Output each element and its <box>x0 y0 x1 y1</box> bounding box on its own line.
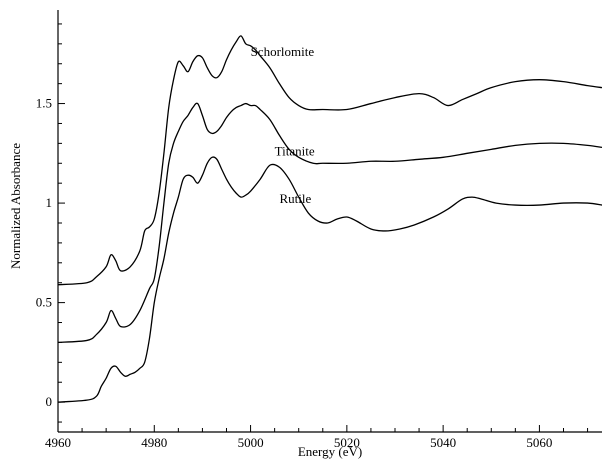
y-axis-title: Normalized Absorbance <box>8 143 23 269</box>
y-axis-ticks: 0 0.5 1 1.5 <box>36 23 65 423</box>
x-axis-title: Energy (eV) <box>298 444 362 459</box>
series-line-rutile <box>57 156 602 403</box>
x-tick-label: 4980 <box>141 435 167 450</box>
series-label-titanite: Titanite <box>275 143 315 158</box>
series-line-titanite <box>57 102 602 344</box>
plot-frame <box>57 10 602 433</box>
x-tick-label: 4960 <box>45 435 71 450</box>
series-labels: Schorlomite Titanite Rutile <box>251 44 315 206</box>
x-tick-label: 5040 <box>430 435 456 450</box>
x-tick-label: 5060 <box>526 435 552 450</box>
y-tick-label: 1 <box>46 195 53 210</box>
y-tick-label: 0.5 <box>36 295 52 310</box>
y-tick-label: 1.5 <box>36 96 52 111</box>
series-line-schorlomite <box>57 35 602 286</box>
x-tick-label: 5020 <box>334 435 360 450</box>
series-label-schorlomite: Schorlomite <box>251 44 315 59</box>
series-label-rutile: Rutile <box>279 191 311 206</box>
x-tick-label: 5000 <box>238 435 264 450</box>
x-axis-ticks: 4960 4980 5000 5020 5040 5060 <box>45 425 589 450</box>
y-tick-label: 0 <box>46 394 53 409</box>
series-group <box>57 35 602 403</box>
